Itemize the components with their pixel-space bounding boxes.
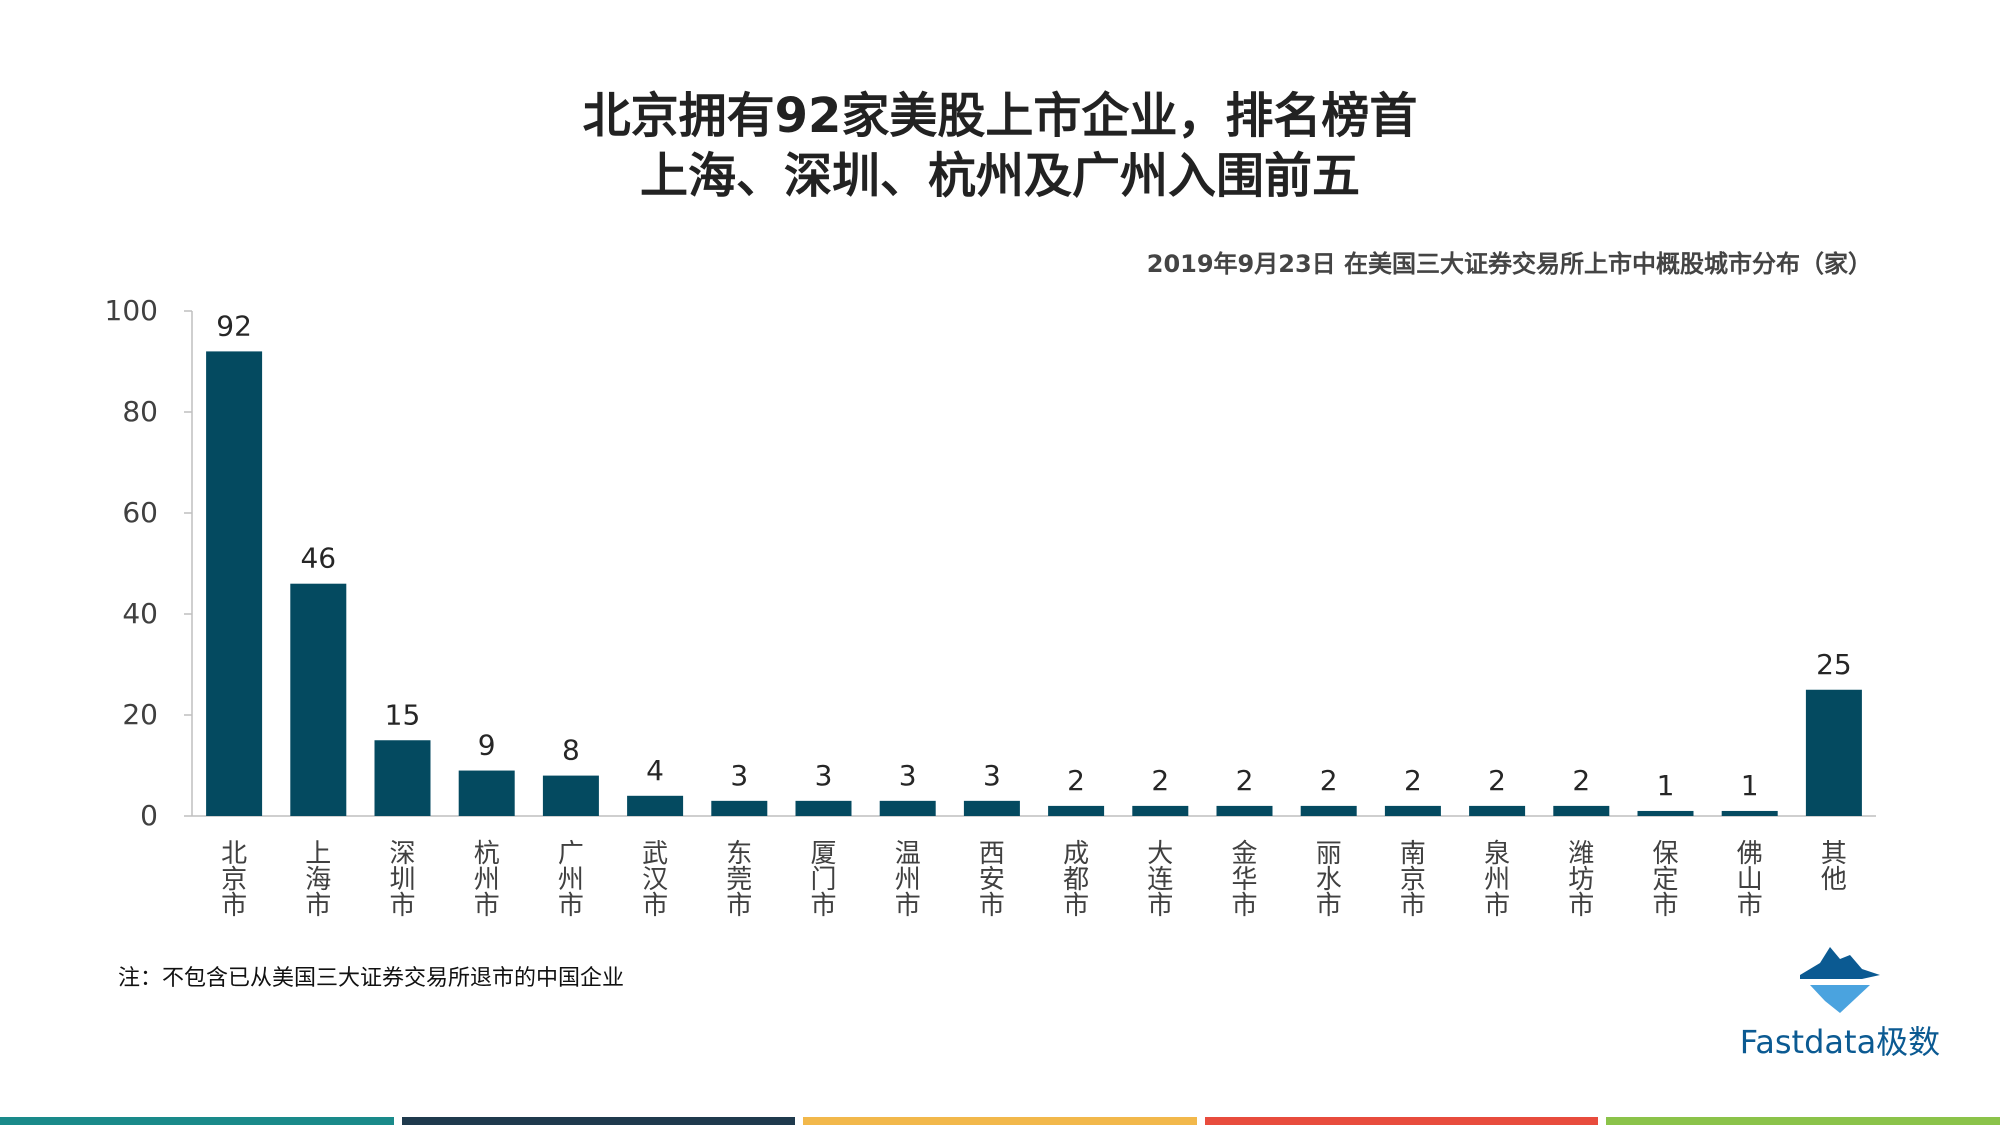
bar	[1300, 805, 1357, 816]
data-label: 4	[646, 754, 664, 787]
data-label: 3	[983, 759, 1001, 792]
data-label: 1	[1657, 769, 1675, 802]
bar	[1553, 805, 1610, 816]
bar	[1721, 810, 1778, 816]
bar	[879, 800, 936, 816]
x-tick-label: 温州市	[895, 839, 921, 921]
footnote: 注：不包含已从美国三大证券交易所退市的中国企业	[118, 966, 625, 991]
data-label: 2	[1320, 764, 1338, 797]
data-label: 3	[815, 759, 833, 792]
data-label: 2	[1572, 764, 1590, 797]
y-tick-label: 100	[105, 294, 158, 327]
data-label: 2	[1236, 764, 1254, 797]
chart-title: 2019年9月23日 在美国三大证券交易所上市中概股城市分布（家）	[1146, 250, 1872, 278]
y-tick-label: 60	[122, 496, 158, 529]
data-label: 15	[385, 698, 421, 731]
bar	[1384, 805, 1441, 816]
x-tick-label: 佛山市	[1737, 839, 1763, 921]
data-label: 3	[899, 759, 917, 792]
bar	[1048, 805, 1105, 816]
x-tick-label: 武汉市	[642, 839, 668, 921]
data-label: 2	[1151, 764, 1169, 797]
iceberg-icon	[1800, 947, 1880, 1013]
bar	[1132, 805, 1189, 816]
data-label: 2	[1404, 764, 1422, 797]
bar	[1469, 805, 1526, 816]
x-tick-label: 成都市	[1063, 839, 1089, 921]
x-tick-label: 泉州市	[1484, 839, 1510, 921]
bar	[290, 583, 347, 816]
data-label: 3	[730, 759, 748, 792]
bottom-color-bar	[0, 1117, 2000, 1125]
data-label: 25	[1816, 648, 1852, 681]
y-tick-label: 40	[122, 597, 158, 630]
page-title: 北京拥有92家美股上市企业，排名榜首 上海、深圳、杭州及广州入围前五	[0, 86, 2000, 206]
y-tick-label: 20	[122, 698, 158, 731]
bar	[627, 795, 684, 816]
bar	[374, 740, 431, 816]
data-label: 8	[562, 734, 580, 767]
bar	[795, 800, 852, 816]
x-tick-label: 杭州市	[474, 839, 500, 921]
color-bar-segment	[0, 1117, 394, 1125]
data-label: 2	[1067, 764, 1085, 797]
x-tick-label: 金华市	[1231, 839, 1257, 921]
color-bar-segment	[401, 1117, 796, 1125]
bar	[963, 800, 1020, 816]
x-tick-label: 西安市	[979, 839, 1005, 921]
y-tick-label: 80	[122, 395, 158, 428]
bar	[542, 775, 599, 816]
x-tick-label: 厦门市	[810, 839, 836, 921]
x-tick-label: 上海市	[305, 839, 331, 921]
bar	[1216, 805, 1273, 816]
bar	[1637, 810, 1694, 816]
x-tick-label: 北京市	[221, 839, 247, 921]
data-label: 1	[1741, 769, 1759, 802]
bar	[1805, 689, 1862, 816]
x-tick-label: 潍坊市	[1568, 839, 1594, 921]
x-tick-label: 丽水市	[1316, 839, 1342, 921]
fastdata-logo: Fastdata极数	[1730, 935, 1950, 1061]
bar	[206, 351, 263, 816]
title-line-2: 上海、深圳、杭州及广州入围前五	[639, 148, 1360, 204]
x-tick-label: 南京市	[1400, 839, 1426, 921]
bar	[711, 800, 768, 816]
data-label: 9	[478, 729, 496, 762]
data-label: 46	[300, 542, 336, 575]
x-tick-label: 广州市	[558, 839, 584, 921]
color-bar-segment	[1606, 1117, 2000, 1125]
x-tick-label: 深圳市	[389, 839, 415, 921]
color-bar-segment	[803, 1117, 1197, 1125]
x-tick-label: 东莞市	[726, 839, 752, 921]
data-label: 2	[1488, 764, 1506, 797]
data-label: 92	[216, 309, 252, 342]
x-tick-label: 大连市	[1147, 839, 1173, 921]
bar	[458, 770, 515, 816]
y-tick-label: 0	[140, 799, 158, 832]
logo-text: Fastdata极数	[1739, 1023, 1941, 1061]
title-line-1: 北京拥有92家美股上市企业，排名榜首	[582, 88, 1418, 144]
x-tick-label: 其他	[1821, 839, 1847, 895]
color-bar-segment	[1204, 1117, 1599, 1125]
x-tick-label: 保定市	[1652, 839, 1678, 921]
